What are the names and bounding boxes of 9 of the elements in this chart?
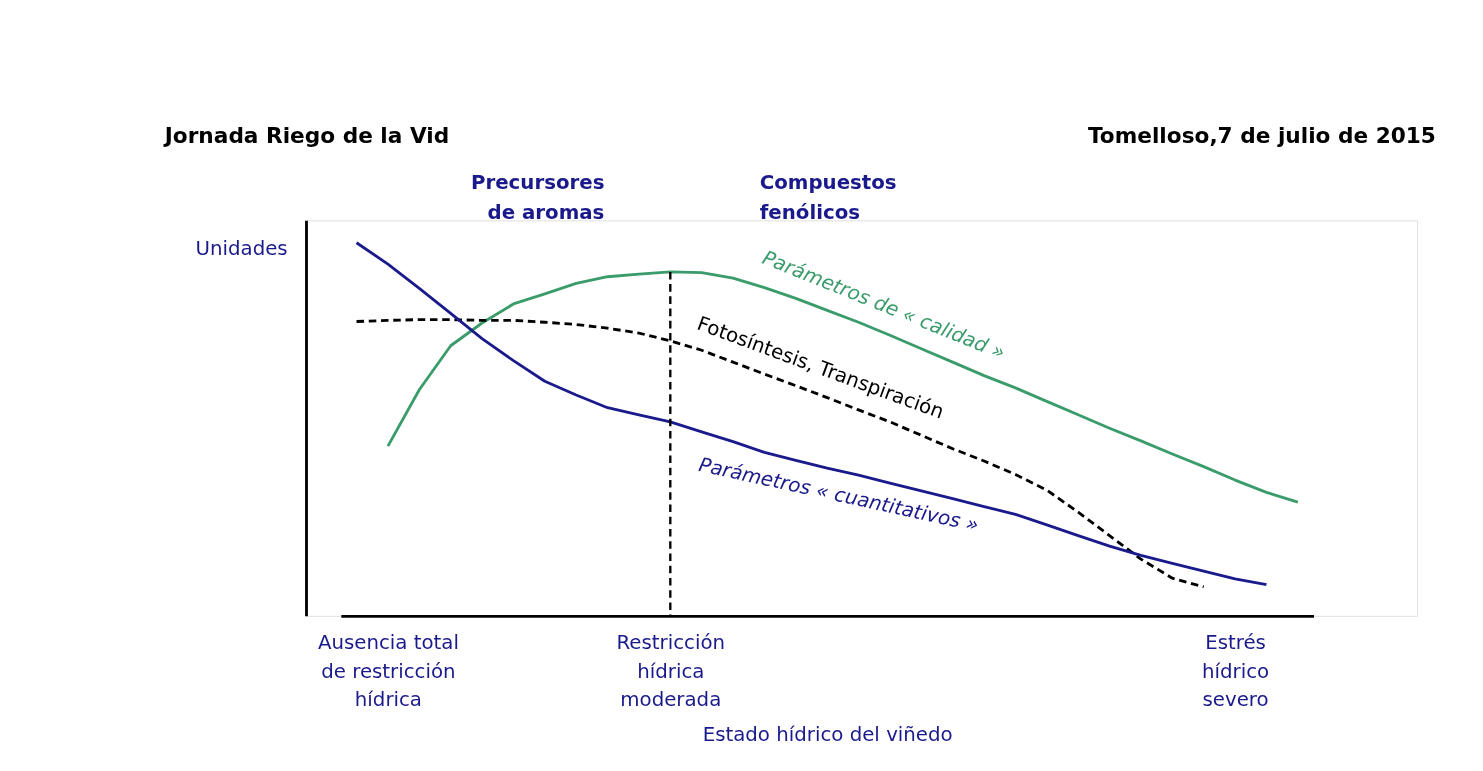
x-tick-label: Restricción hídrica moderada bbox=[616, 631, 726, 711]
x-tick-label: Ausencia total de restricción hídrica bbox=[317, 631, 459, 711]
chart-title: Jornada Riego de la Vid bbox=[162, 123, 450, 149]
text: Compuestos fenólicos bbox=[759, 171, 897, 225]
x-tick-label: Estrés hídrico severo bbox=[1201, 631, 1270, 711]
text: Precursores de aromas bbox=[470, 171, 605, 225]
chart-subtitle: Tomelloso,7 de julio de 2015 bbox=[1087, 123, 1436, 149]
x-axis-title: Estado hídrico del viñedo bbox=[702, 722, 953, 746]
y-axis-title: Unidades bbox=[195, 236, 288, 260]
